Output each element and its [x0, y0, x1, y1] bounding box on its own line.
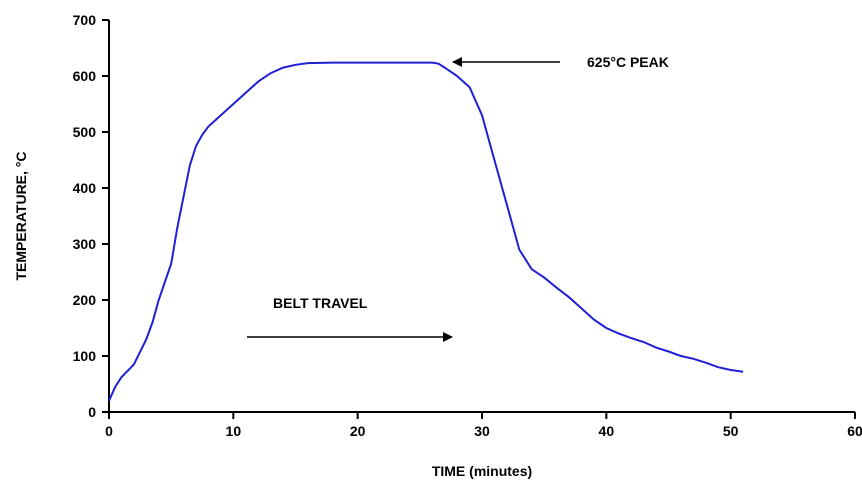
y-tick-label: 600 [73, 68, 97, 84]
x-tick-label: 30 [474, 423, 490, 439]
y-tick-label: 100 [73, 348, 97, 364]
x-tick-label: 20 [350, 423, 366, 439]
y-tick-label: 500 [73, 124, 97, 140]
x-tick-label: 0 [105, 423, 113, 439]
x-tick-label: 10 [226, 423, 242, 439]
y-tick-label: 0 [88, 404, 96, 420]
y-tick-label: 300 [73, 236, 97, 252]
x-ticks: 0 10 20 30 40 50 60 [105, 412, 862, 439]
peak-annotation: 625°C PEAK [587, 54, 669, 70]
y-ticks: 0 100 200 300 400 500 600 700 [73, 12, 109, 420]
x-tick-label: 50 [723, 423, 739, 439]
belt-travel-label: BELT TRAVEL [273, 295, 368, 311]
x-tick-label: 40 [599, 423, 615, 439]
y-tick-label: 700 [73, 12, 97, 28]
x-axis-title: TIME (minutes) [432, 463, 532, 479]
x-tick-label: 60 [847, 423, 862, 439]
y-axis-title: TEMPERATURE, °C [13, 151, 29, 280]
y-tick-label: 400 [73, 180, 97, 196]
axes [108, 20, 855, 413]
temperature-series-line [108, 61, 744, 402]
y-tick-label: 200 [73, 292, 97, 308]
